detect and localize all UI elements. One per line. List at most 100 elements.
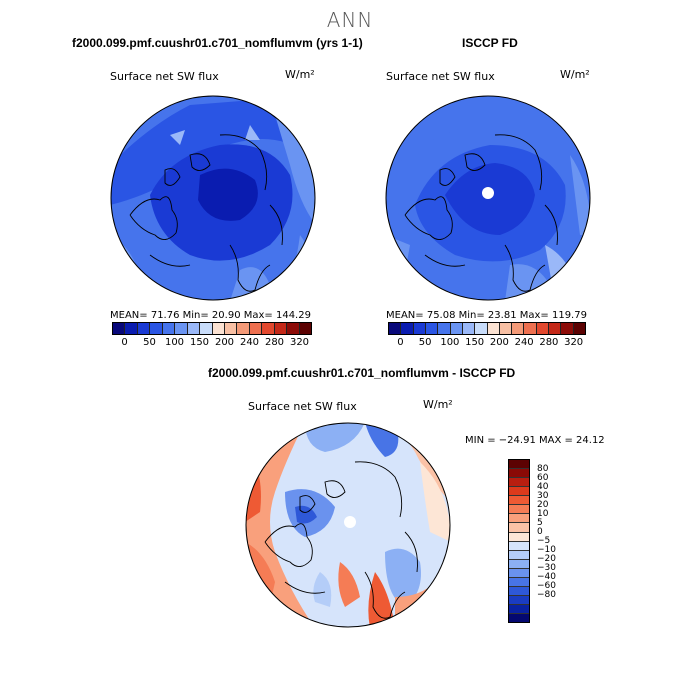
diff-variable-label: Surface net SW flux — [248, 400, 357, 413]
model-colorbar-tick-label: 240 — [239, 337, 260, 348]
diff-colorbar-swatch — [509, 523, 529, 533]
diff-colorbar-swatch — [509, 532, 529, 542]
obs-units-label: W/m² — [560, 68, 590, 81]
diff-colorbar-swatch — [509, 568, 529, 578]
model-colorbar-swatch — [262, 323, 275, 334]
obs-colorbar-tick-label: 0 — [397, 337, 404, 348]
obs-colorbar-swatch — [475, 323, 488, 334]
model-variable-label: Surface net SW flux — [110, 70, 219, 83]
model-colorbar-swatch — [274, 323, 288, 334]
diff-colorbar-swatch — [509, 595, 529, 605]
obs-colorbar-swatch — [413, 323, 426, 334]
obs-colorbar-swatch — [401, 323, 414, 334]
model-colorbar-swatch — [162, 323, 176, 334]
diff-colorbar-swatch — [509, 541, 529, 551]
model-colorbar: 0 50 100 150 200 240 280 320 — [112, 322, 312, 348]
obs-colorbar-swatch — [499, 323, 513, 334]
diff-colorbar-swatch — [509, 469, 529, 479]
model-colorbar-tick-label: 50 — [143, 337, 156, 348]
model-colorbar-tick-label: 280 — [264, 337, 285, 348]
model-colorbar-tick-label: 320 — [289, 337, 310, 348]
diff-colorbar-swatch — [509, 550, 529, 560]
model-colorbar-swatch — [137, 323, 151, 334]
obs-stats: MEAN= 75.08 Min= 23.81 Max= 119.79 — [386, 310, 587, 321]
obs-colorbar-swatch — [573, 323, 585, 334]
diff-colorbar-tick-label: −30 — [537, 563, 556, 573]
obs-colorbar-swatch — [487, 323, 500, 334]
diff-colorbar-tick-label: 60 — [537, 473, 549, 483]
model-stats: MEAN= 71.76 Min= 20.90 Max= 144.29 — [110, 310, 311, 321]
diff-colorbar-tick-label: 30 — [537, 491, 549, 501]
model-colorbar-swatch — [237, 323, 250, 334]
diff-colorbar-swatch — [509, 586, 529, 596]
diff-colorbar-tick-label: −40 — [537, 572, 556, 582]
obs-colorbar-swatch — [512, 323, 525, 334]
obs-colorbar-tick-label: 150 — [465, 337, 485, 348]
diff-colorbar-swatch — [509, 614, 529, 623]
model-colorbar-swatch — [212, 323, 225, 334]
diff-units-label: W/m² — [423, 398, 453, 411]
obs-polar-map — [385, 95, 591, 301]
figure-title: ANN — [326, 8, 374, 32]
obs-colorbar-tick-label: 200 — [489, 337, 509, 348]
model-polar-map — [110, 95, 316, 301]
model-colorbar-swatch — [249, 323, 263, 334]
obs-colorbar-tick-label: 50 — [418, 337, 432, 348]
diff-colorbar-tick-label: −10 — [537, 545, 556, 555]
diff-colorbar-tick-label: −20 — [537, 554, 556, 564]
diff-colorbar-swatch — [509, 514, 529, 524]
diff-colorbar-swatch — [509, 605, 529, 615]
obs-colorbar-tick-label: 280 — [539, 337, 559, 348]
obs-colorbar-swatch — [536, 323, 550, 334]
diff-polar-map — [245, 422, 451, 628]
obs-panel-title: ISCCP FD — [462, 36, 518, 50]
diff-stats: MIN = −24.91 MAX = 24.12 — [465, 435, 605, 446]
diff-panel-title: f2000.099.pmf.cuushr01.c701_nomflumvm - … — [208, 366, 516, 380]
model-colorbar-tick-label: 100 — [164, 337, 185, 348]
obs-colorbar-swatch — [425, 323, 439, 334]
diff-colorbar-swatch — [509, 478, 529, 488]
model-colorbar-swatch — [200, 323, 213, 334]
obs-colorbar-swatch — [438, 323, 451, 334]
model-colorbar-swatch — [287, 323, 300, 334]
diff-colorbar — [508, 459, 530, 623]
diff-colorbar-tick-label: −60 — [537, 581, 556, 591]
diff-colorbar-swatch — [509, 577, 529, 587]
diff-colorbar-tick-label: 20 — [537, 500, 549, 510]
model-panel-title: f2000.099.pmf.cuushr01.c701_nomflumvm (y… — [72, 36, 363, 50]
diff-colorbar-tick-label: −5 — [537, 536, 551, 546]
model-colorbar-swatch — [113, 323, 126, 334]
diff-colorbar-tick-label: 0 — [537, 527, 543, 537]
diff-colorbar-swatch — [509, 496, 529, 506]
model-colorbar-swatch — [150, 323, 163, 334]
diff-colorbar-tick-label: 10 — [537, 509, 549, 519]
model-colorbar-tick-label: 0 — [121, 337, 128, 348]
obs-colorbar: 0 50 100 150 200 240 280 320 — [388, 322, 586, 348]
diff-colorbar-swatch — [509, 559, 529, 569]
model-colorbar-swatch — [299, 323, 311, 334]
obs-colorbar-tick-label: 320 — [564, 337, 584, 348]
obs-colorbar-swatch — [462, 323, 476, 334]
obs-colorbar-swatch — [549, 323, 562, 334]
obs-colorbar-tick-label: 100 — [440, 337, 460, 348]
diff-colorbar-swatch — [509, 487, 529, 497]
obs-colorbar-swatch — [561, 323, 574, 334]
obs-colorbar-swatch — [524, 323, 537, 334]
model-colorbar-swatch — [224, 323, 238, 334]
diff-colorbar-tick-label: 5 — [537, 518, 543, 528]
obs-colorbar-swatch — [389, 323, 402, 334]
model-colorbar-swatch — [175, 323, 188, 334]
obs-colorbar-tick-label: 240 — [514, 337, 534, 348]
diff-colorbar-swatch — [509, 460, 529, 470]
diff-colorbar-tick-label: 40 — [537, 482, 549, 492]
diff-colorbar-tick-label: −80 — [537, 590, 556, 600]
model-units-label: W/m² — [285, 68, 315, 81]
model-colorbar-tick-label: 150 — [189, 337, 210, 348]
diff-colorbar-ticks: 80 60 40 30 20 10 5 0 −5 −10 −20 −30 −40 −60 −80 — [537, 459, 577, 623]
obs-variable-label: Surface net SW flux — [386, 70, 495, 83]
model-colorbar-tick-label: 200 — [214, 337, 235, 348]
model-colorbar-swatch — [125, 323, 138, 334]
obs-colorbar-swatch — [450, 323, 463, 334]
diff-colorbar-tick-label: 80 — [537, 464, 549, 474]
model-colorbar-swatch — [187, 323, 201, 334]
